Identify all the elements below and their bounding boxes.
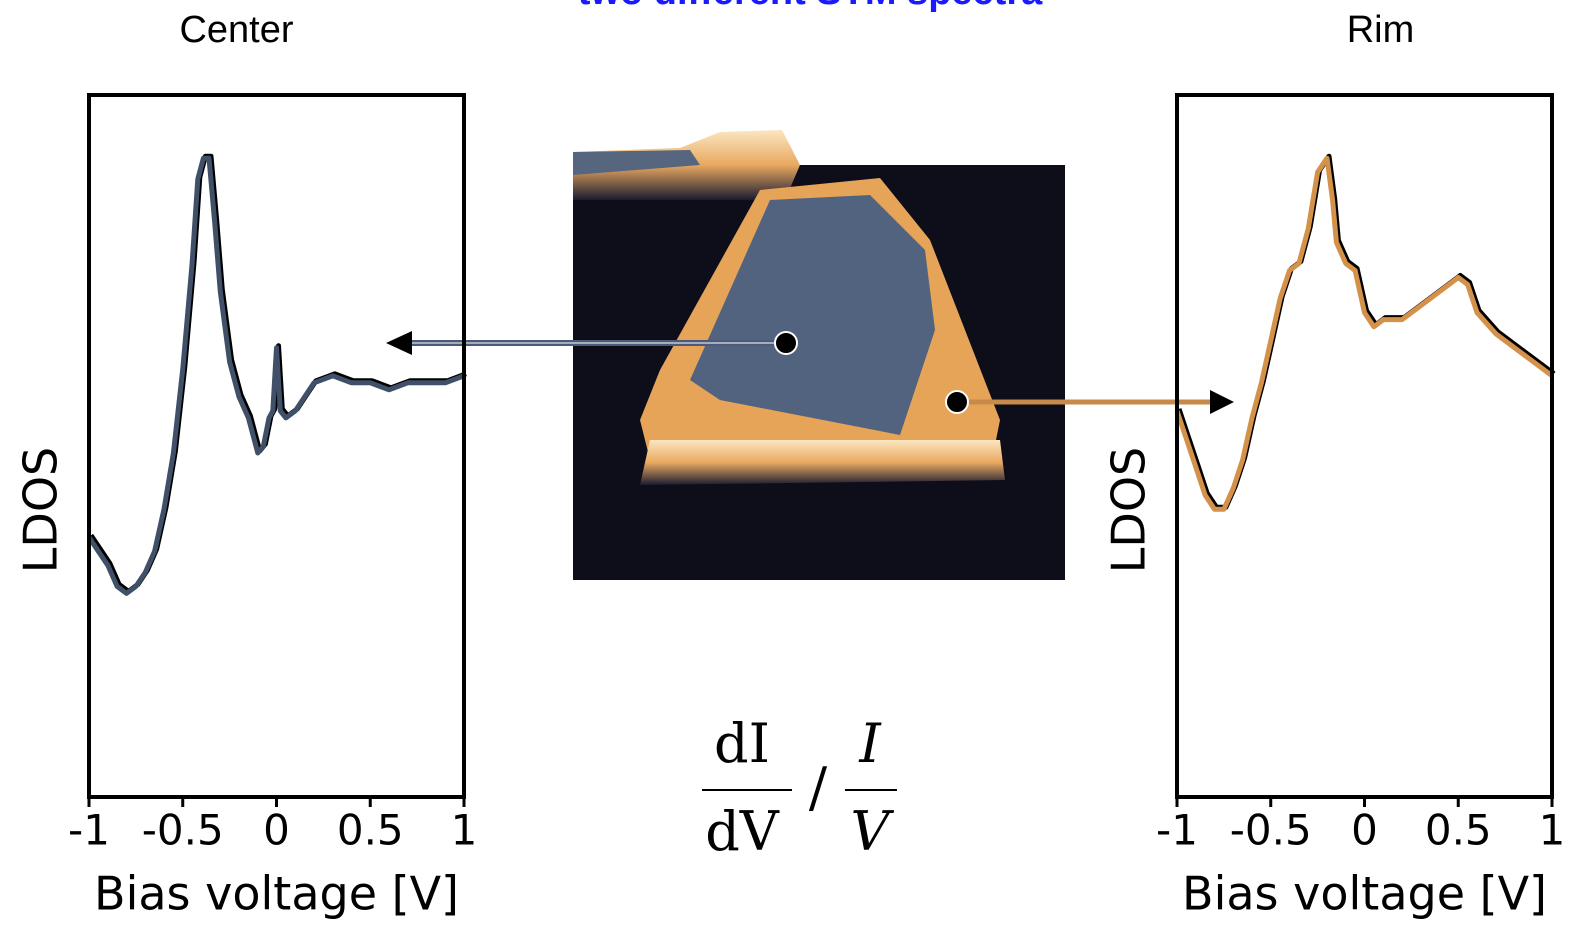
x-tick-label: 0 (263, 806, 290, 855)
spectrum-line (1177, 158, 1552, 509)
chart-title: Rim (1347, 9, 1415, 51)
x-tick-label: -1 (68, 806, 110, 855)
x-tick-label: -0.5 (142, 806, 224, 855)
x-tick-label: 1 (451, 806, 478, 855)
x-tick-label: 0.5 (337, 806, 404, 855)
formula-part: dI (714, 712, 770, 775)
spectrum-line (89, 158, 464, 593)
x-tick-label: -1 (1156, 806, 1198, 855)
chart-title: Center (179, 9, 293, 51)
x-tick-label: 0 (1351, 806, 1378, 855)
formula-part: I (858, 712, 882, 775)
x-axis-label: Bias voltage [V] (94, 867, 459, 921)
x-axis-label: Bias voltage [V] (1182, 867, 1547, 921)
formula-part: / (809, 756, 828, 819)
plot-frame (1177, 95, 1552, 797)
formula: dI dV / I V (702, 712, 897, 863)
formula-part: dV (705, 800, 780, 863)
formula-part: V (851, 800, 895, 863)
x-tick-label: 1 (1539, 806, 1566, 855)
y-axis-label: LDOS (1102, 447, 1156, 573)
x-tick-label: -0.5 (1230, 806, 1312, 855)
x-tick-label: 0.5 (1425, 806, 1492, 855)
figure-title: two different STM spectra (578, 0, 1043, 13)
y-axis-label: LDOS (14, 447, 68, 573)
plot-frame (89, 95, 464, 797)
figure: two different STM spectra dI dV / I V Ce… (0, 0, 1595, 951)
